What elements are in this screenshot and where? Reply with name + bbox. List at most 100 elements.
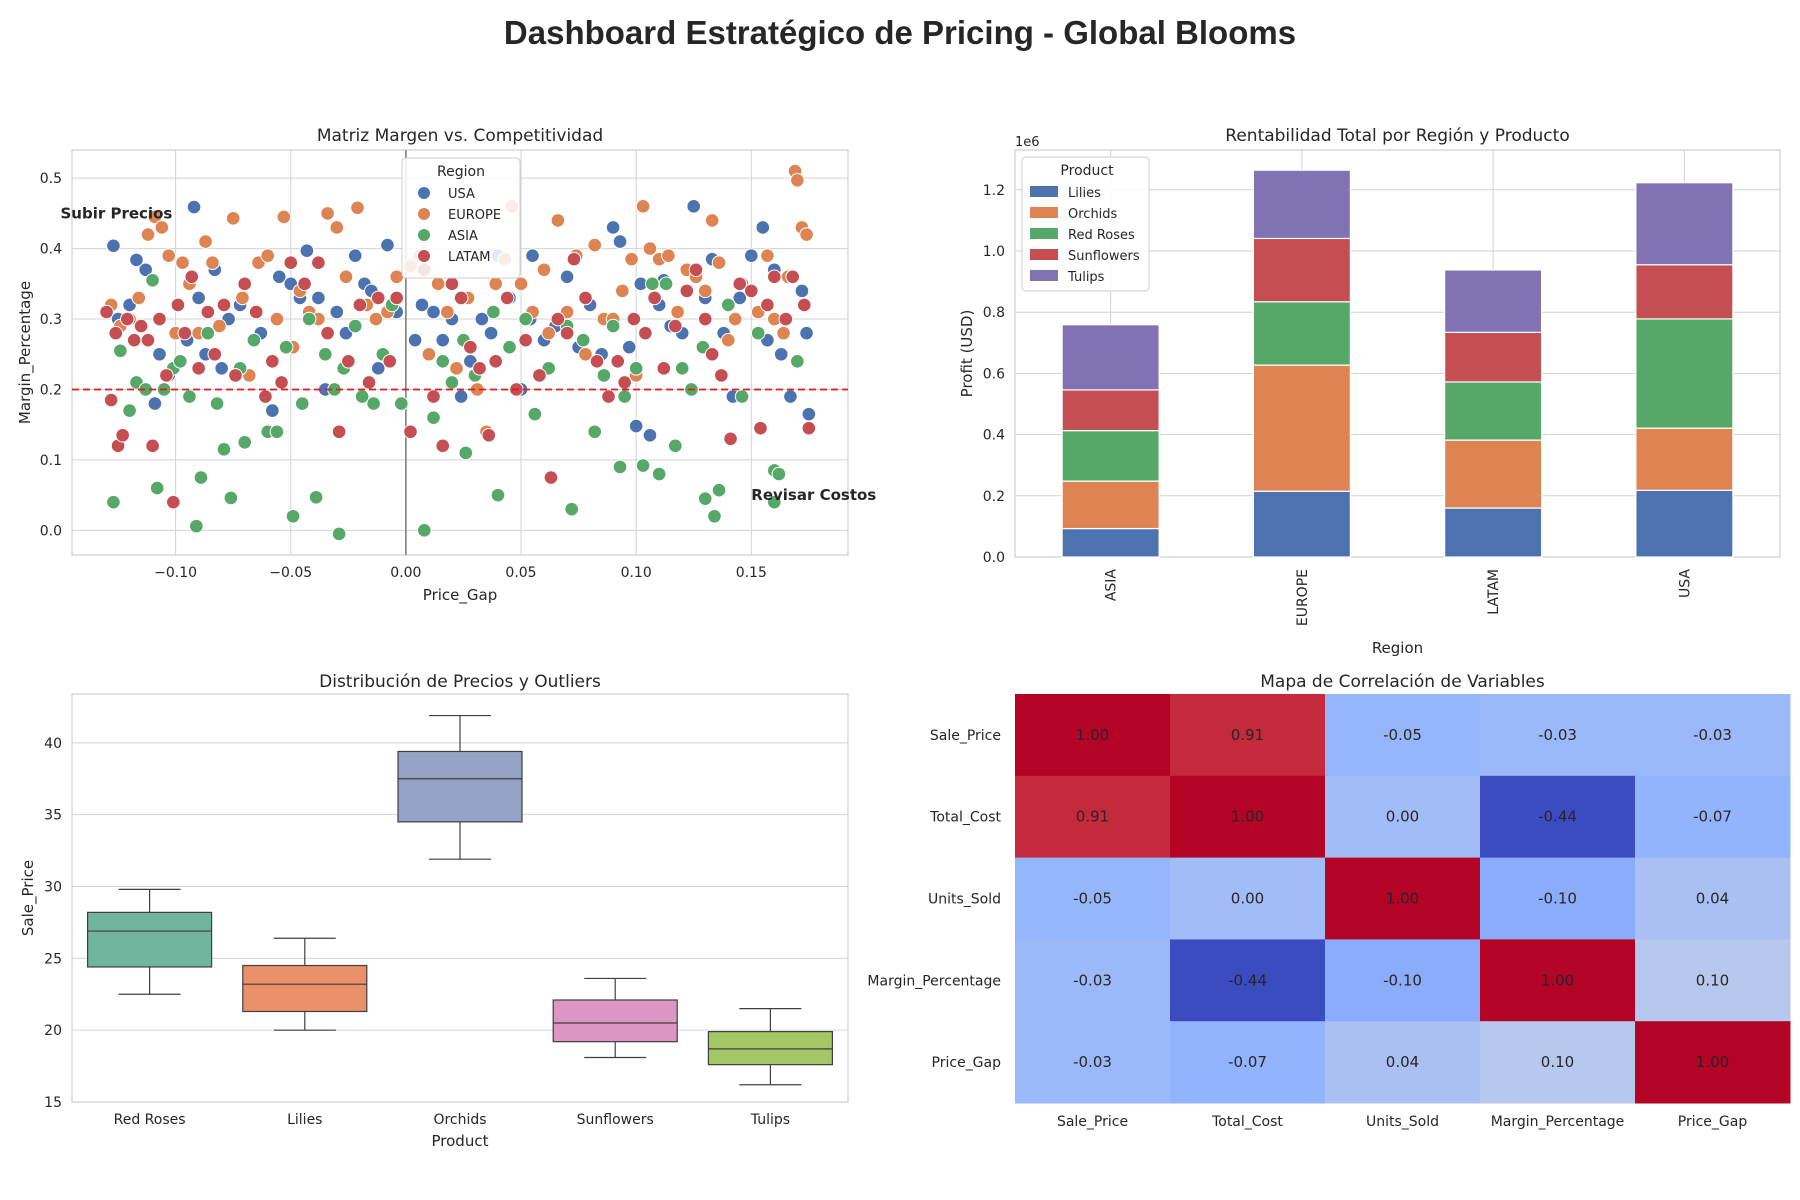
scatter-point-usa [628, 418, 644, 434]
scatter-point-latam [617, 375, 632, 390]
heatmap-cell [1325, 939, 1481, 1022]
scatter-point-usa [612, 234, 628, 249]
scatter-point-usa [525, 248, 540, 263]
annotation-label: Revisar Costos [751, 486, 876, 504]
box-orchids [397, 750, 523, 823]
scatter-point-latam [331, 424, 347, 440]
annotation-label: Subir Precios [60, 204, 172, 222]
scatter-point-asia [182, 389, 197, 404]
scatter-point-asia [216, 442, 232, 457]
scatter-point-asia [502, 339, 517, 355]
scatter-point-europe [635, 199, 651, 214]
scatter-point-asia [612, 459, 628, 475]
scatter-point-usa [483, 325, 499, 341]
scatter-point-europe [212, 318, 227, 334]
scatter-point-asia [172, 354, 188, 369]
y-tick-label: 0.4 [40, 242, 62, 258]
heatmap-cell [1635, 1021, 1791, 1104]
scatter-point-asia [444, 375, 460, 390]
scatter-point-europe [161, 248, 177, 263]
scatter-point-usa [783, 389, 798, 404]
heatmap-cell-value: 1.00 [1386, 890, 1419, 908]
legend-label: Tulips [1067, 270, 1105, 285]
dashboard-title: Dashboard Estratégico de Pricing - Globa… [503, 14, 1297, 51]
heatmap-col-label: Total_Cost [1211, 1114, 1283, 1130]
heatmap-cell-value: 1.00 [1696, 1053, 1729, 1071]
scatter-point-latam [796, 297, 812, 313]
scatter-point-asia [734, 389, 750, 404]
scatter-point-asia [269, 424, 285, 440]
scatter-point-asia [486, 304, 501, 320]
heatmap-cell-value: -0.07 [1693, 808, 1732, 826]
scatter-point-asia [575, 332, 591, 348]
heatmap-cell [1170, 694, 1326, 777]
scatter-point-latam [610, 354, 626, 369]
scatter-point-latam [667, 318, 683, 334]
scatter-point-asia [393, 396, 409, 411]
scatter-point-europe [661, 248, 676, 263]
scatter-point-latam [488, 354, 503, 369]
scatter-point-asia [237, 435, 253, 450]
scatter-point-asia [707, 508, 722, 524]
heatmap-cell [1635, 775, 1791, 859]
scatter-point-latam [778, 311, 794, 327]
scatter-point-europe [578, 346, 593, 362]
heatmap-panel: 1.00 0.91 -0.05 -0.03 -0.03 Sale_Price 0.91 1.0… [867, 672, 1791, 1130]
scatter-point-latam [152, 311, 167, 327]
scatter-point-usa [407, 332, 423, 348]
heatmap-cell-value: 0.91 [1076, 808, 1109, 826]
scatter-point-asia [587, 424, 603, 440]
scatter-point-asia [308, 489, 324, 505]
scatter-point-usa [191, 290, 206, 306]
scatter-point-europe [541, 325, 556, 341]
heatmap-cell-value: -0.03 [1538, 726, 1577, 744]
scatter-point-latam [472, 361, 487, 376]
heatmap-cell [1480, 694, 1636, 777]
scatter-point-europe [776, 325, 791, 341]
scatter-point-asia [490, 487, 506, 503]
heatmap-cell [1325, 775, 1481, 859]
scatter-point-europe [368, 311, 384, 327]
scatter-point-asia [771, 466, 787, 482]
scatter-point-usa [299, 243, 315, 259]
scatter-point-europe [536, 262, 552, 278]
scatter-point-europe [513, 276, 529, 292]
x-axis-label: Price_Gap [423, 586, 497, 605]
x-tick-label: Red Roses [114, 1112, 186, 1128]
x-tick-label: EUROPE [1295, 569, 1311, 626]
plot-frame [1014, 149, 1781, 558]
scatter-point-usa [311, 290, 326, 306]
heatmap-cell-value: 1.00 [1076, 726, 1109, 744]
scatter-point-europe [147, 209, 163, 225]
scatter-point-usa [147, 396, 163, 411]
heatmap-cell-value: 0.10 [1541, 1053, 1574, 1071]
legend-label: Orchids [1068, 207, 1118, 222]
y-tick-label: 25 [44, 951, 62, 967]
heatmap-cell-value: 1.00 [1541, 971, 1574, 989]
scatter-point-latam [801, 420, 817, 436]
scatter-point-europe [727, 311, 743, 327]
scatter-point-latam [200, 304, 216, 320]
scatter-point-europe [799, 227, 814, 242]
scatter-point-asia [426, 410, 441, 425]
y-axis-label: Margin_Percentage [16, 281, 35, 424]
scatter-point-latam [550, 311, 566, 327]
box-lilies [242, 964, 368, 1013]
scatter-point-latam [115, 427, 130, 443]
x-tick-label: 0.10 [621, 565, 652, 581]
box-red-roses [86, 911, 213, 968]
scatter-point-latam [601, 389, 616, 404]
bar-segment-orchids [1252, 364, 1351, 492]
scatter-point-latam [559, 325, 575, 341]
scatter-point-usa [686, 199, 702, 214]
scatter-point-latam [743, 283, 759, 299]
heatmap-cell-value: -0.07 [1228, 1053, 1267, 1071]
bar-segment-red-roses [1252, 301, 1351, 366]
scatter-point-usa [106, 238, 121, 254]
scatter-point-asia [366, 396, 381, 411]
scatter-point-latam [426, 389, 441, 404]
scatter-point-europe [154, 220, 170, 235]
scatter-point-asia [317, 346, 333, 362]
scatter-point-asia [145, 273, 160, 288]
heatmap-col-label: Sale_Price [1057, 1114, 1128, 1130]
